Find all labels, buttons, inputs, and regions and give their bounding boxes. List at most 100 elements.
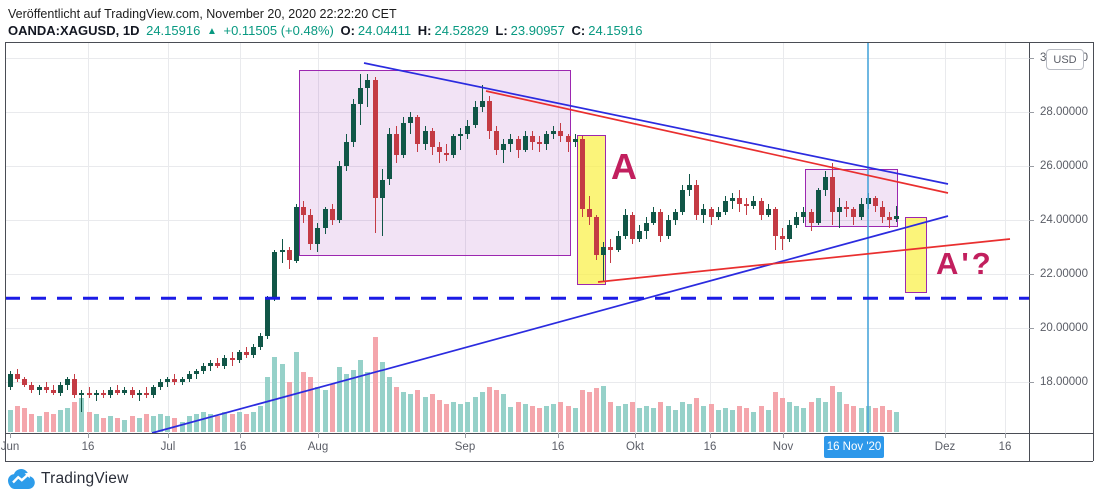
candle-body <box>737 198 743 204</box>
volume-bar <box>572 408 578 432</box>
candle-body <box>322 209 328 229</box>
volume-bar <box>851 406 857 432</box>
volume-bar <box>558 402 564 432</box>
volume-bar <box>429 394 435 432</box>
candle-body <box>529 136 535 142</box>
candle-body <box>751 201 757 207</box>
volume-bar <box>265 377 271 432</box>
volume-bar <box>822 402 828 432</box>
candle-wick <box>88 387 90 399</box>
volume-bar <box>472 397 478 432</box>
volume-bar <box>687 404 693 432</box>
candle-wick <box>438 141 440 164</box>
volume-bar <box>451 402 457 432</box>
time-axis-tick <box>635 433 636 438</box>
candle-body <box>43 387 49 391</box>
candle-body <box>229 357 235 361</box>
candle-wick <box>889 211 891 229</box>
time-axis-tick <box>465 433 466 438</box>
candle-body <box>494 130 500 150</box>
volume-bar <box>293 352 299 432</box>
candle-body <box>772 209 778 237</box>
price-axis-label: 22.00000 <box>1040 268 1088 280</box>
volume-bar <box>336 367 342 432</box>
volume-bar <box>172 418 178 432</box>
volume-bar <box>179 422 185 432</box>
time-axis-tick <box>558 433 559 438</box>
volume-bar <box>301 372 307 432</box>
volume-bar <box>286 382 292 432</box>
candle-body <box>601 247 607 256</box>
candle-wick <box>846 201 848 218</box>
volume-bar <box>122 420 128 432</box>
candle-body <box>679 190 685 212</box>
candle-body <box>365 79 371 88</box>
candle-wick <box>138 390 140 401</box>
candle-body <box>236 352 242 361</box>
candle-body <box>100 392 106 396</box>
symbol-interval: OANDA:XAGUSD, 1D <box>8 23 140 38</box>
candle-body <box>808 211 814 223</box>
candle-wick <box>52 384 54 396</box>
volume-bar <box>737 406 743 432</box>
time-axis-tick <box>1005 433 1006 438</box>
volume-bar <box>844 404 850 432</box>
candle-body <box>243 352 249 355</box>
volume-bar <box>679 402 685 432</box>
volume-bar <box>651 408 657 432</box>
tradingview-logo-icon <box>8 468 35 490</box>
candle-body <box>858 203 864 218</box>
v-gridline <box>168 42 169 433</box>
time-axis-label: Nov <box>772 441 794 453</box>
price-axis-tick <box>1029 274 1034 275</box>
candle-body <box>301 206 307 215</box>
volume-bar <box>744 408 750 432</box>
candle-body <box>415 117 421 145</box>
time-axis-label: 16 <box>233 441 247 453</box>
volume-bar <box>386 377 392 432</box>
volume-bar <box>143 414 149 432</box>
volume-bar <box>865 406 871 432</box>
volume-bar <box>65 408 71 432</box>
candle-body <box>722 201 728 212</box>
volume-bar <box>136 418 142 432</box>
candle-body <box>215 363 221 366</box>
candle-body <box>179 379 185 382</box>
candle-body <box>865 198 871 204</box>
candle-body <box>8 373 13 388</box>
candle-body <box>536 141 542 145</box>
volume-bar <box>422 397 428 432</box>
candle-wick <box>381 168 383 237</box>
candle-body <box>115 390 121 393</box>
volume-bar <box>229 414 235 432</box>
candle-body <box>687 184 693 191</box>
candle-wick <box>95 390 97 401</box>
candle-body <box>36 387 42 391</box>
tradingview-logo-link[interactable]: TradingView <box>8 466 129 492</box>
frame-price-separator <box>1029 42 1030 461</box>
volume-bar <box>808 402 814 432</box>
candle-body <box>544 133 550 145</box>
candle-body <box>22 379 28 385</box>
candle-body <box>72 379 78 396</box>
candle-wick <box>896 205 898 223</box>
candle-body <box>315 228 321 245</box>
volume-bar <box>401 392 407 432</box>
time-axis-label: Aug <box>307 441 329 453</box>
candle-body <box>279 249 285 253</box>
price-axis-label: 26.00000 <box>1040 160 1088 172</box>
volume-bar <box>458 404 464 432</box>
volume-bar <box>58 410 64 432</box>
candle-body <box>851 209 857 218</box>
candle-body <box>265 298 271 337</box>
volume-bar <box>129 416 135 432</box>
candle-body <box>830 176 836 212</box>
frame-left <box>5 42 6 461</box>
candle-body <box>758 201 764 215</box>
volume-bar <box>758 406 764 432</box>
up-triangle-icon: ▲ <box>206 26 217 37</box>
time-axis-label: 16 <box>703 441 717 453</box>
candle-body <box>336 166 342 220</box>
volume-bar <box>586 392 592 432</box>
